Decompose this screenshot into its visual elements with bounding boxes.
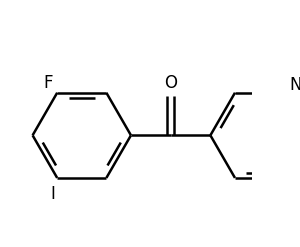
Text: N: N bbox=[289, 76, 300, 94]
Text: I: I bbox=[50, 185, 55, 203]
Text: F: F bbox=[43, 74, 52, 92]
Text: O: O bbox=[164, 74, 177, 92]
